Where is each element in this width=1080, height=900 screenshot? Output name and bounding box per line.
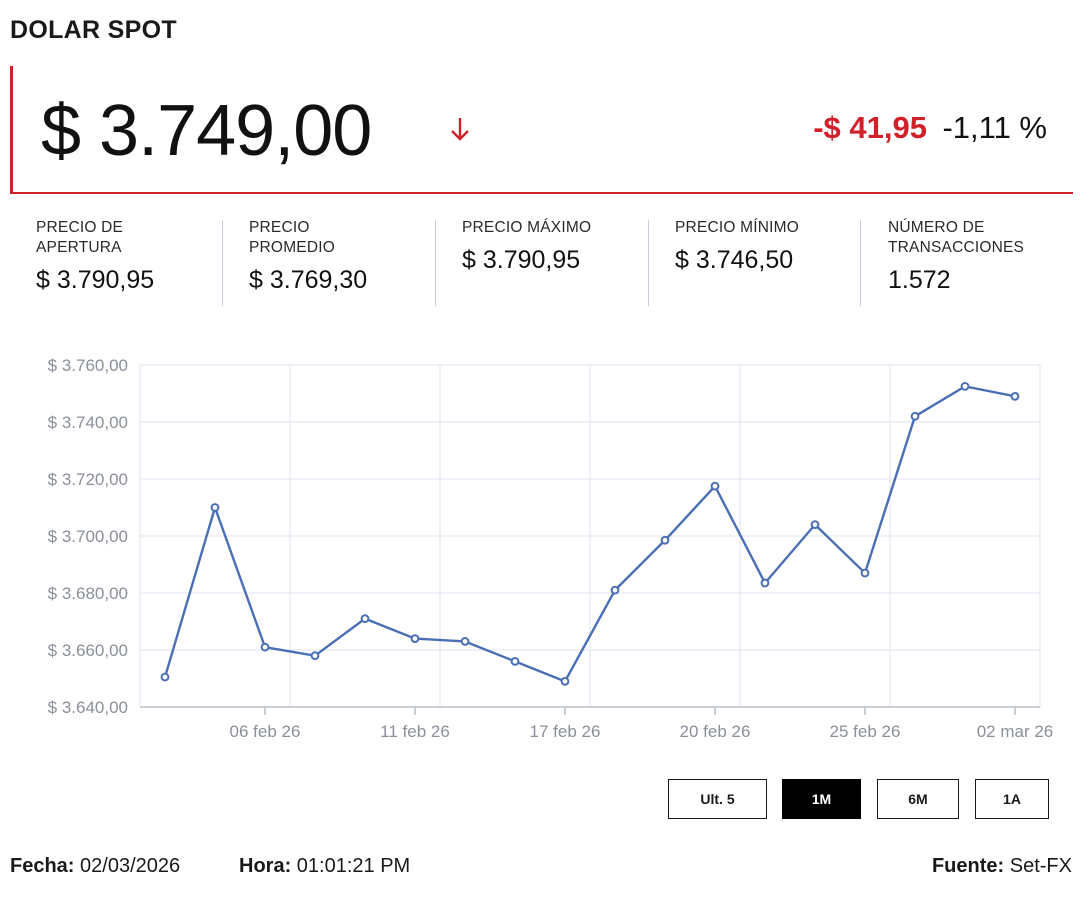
footer-source: Fuente: Set-FX	[932, 855, 1072, 878]
stat-label: NÚMERO DE	[888, 219, 985, 236]
price-change-percent: -1,11 %	[942, 110, 1047, 145]
range-button-6m[interactable]: 6M	[877, 779, 959, 819]
stat-label: APERTURA	[36, 239, 122, 256]
y-tick-label: $ 3.760,00	[48, 356, 128, 375]
stat-divider	[435, 220, 436, 306]
y-tick-label: $ 3.660,00	[48, 641, 128, 660]
stats-row: PRECIO DE APERTURA $ 3.790,95 PRECIO PRO…	[10, 218, 1073, 308]
stat-divider	[860, 220, 861, 306]
x-tick-label: 06 feb 26	[230, 722, 301, 741]
stat-label: PRECIO MÍNIMO	[675, 219, 800, 236]
data-point	[860, 568, 870, 578]
x-tick-label: 02 mar 26	[977, 722, 1054, 741]
footer-time: Hora: 01:01:21 PM	[239, 855, 410, 878]
y-tick-label: $ 3.680,00	[48, 584, 128, 603]
range-button-1m[interactable]: 1M	[782, 779, 861, 819]
stat-value: $ 3.769,30	[249, 266, 368, 294]
x-tick-label: 20 feb 26	[680, 722, 751, 741]
data-point	[910, 411, 920, 421]
time-label: Hora:	[239, 855, 292, 877]
range-button-ult5[interactable]: Ult. 5	[668, 779, 767, 819]
stat-value: $ 3.746,50	[675, 246, 794, 274]
time-value: 01:01:21 PM	[296, 855, 411, 877]
y-tick-label: $ 3.700,00	[48, 527, 128, 546]
price-series-line	[163, 385, 1016, 683]
x-tick-label: 25 feb 26	[830, 722, 901, 741]
stat-max-price: PRECIO MÁXIMO $ 3.790,95	[462, 218, 652, 306]
data-point	[210, 503, 220, 512]
stat-divider	[222, 220, 223, 306]
stat-value: $ 3.790,95	[36, 266, 155, 294]
source-value: Set-FX	[1009, 855, 1072, 877]
stat-opening-price: PRECIO DE APERTURA $ 3.790,95	[36, 218, 226, 306]
page-title: DOLAR SPOT	[10, 16, 177, 44]
data-point	[160, 672, 170, 682]
range-button-1a[interactable]: 1A	[975, 779, 1049, 819]
stat-label: PRECIO	[249, 219, 310, 236]
data-point	[460, 637, 470, 646]
data-point	[410, 634, 420, 644]
stat-transactions: NÚMERO DE TRANSACCIONES 1.572	[888, 218, 1073, 306]
y-tick-label: $ 3.740,00	[48, 413, 128, 432]
data-point	[360, 614, 370, 624]
stat-label: TRANSACCIONES	[888, 239, 1025, 256]
data-point	[610, 585, 620, 595]
price-change: -$ 41,95	[813, 110, 927, 145]
current-price: $ 3.749,00	[41, 91, 372, 171]
data-point	[810, 520, 820, 530]
y-tick-label: $ 3.640,00	[48, 698, 128, 717]
data-point	[260, 642, 270, 652]
stat-value: $ 3.790,95	[462, 246, 581, 274]
date-value: 02/03/2026	[80, 855, 181, 877]
stat-min-price: PRECIO MÍNIMO $ 3.746,50	[675, 218, 865, 306]
y-tick-label: $ 3.720,00	[48, 470, 128, 489]
date-label: Fecha:	[10, 855, 75, 877]
data-point	[660, 535, 670, 545]
x-tick-label: 17 feb 26	[530, 722, 601, 741]
x-tick-label: 11 feb 26	[380, 722, 450, 741]
stat-value: 1.572	[888, 266, 951, 294]
stat-divider	[648, 220, 649, 306]
price-line-chart[interactable]: $ 3.760,00 $ 3.740,00 $ 3.720,00 $ 3.700,00…	[0, 340, 1080, 760]
stat-label: PROMEDIO	[249, 239, 335, 256]
data-point	[310, 651, 320, 661]
data-point	[1010, 391, 1020, 401]
arrow-down-icon	[451, 118, 469, 141]
stat-label: PRECIO MÁXIMO	[462, 219, 592, 236]
stat-average-price: PRECIO PROMEDIO $ 3.769,30	[249, 218, 439, 306]
footer-date: Fecha: 02/03/2026	[10, 855, 180, 878]
data-point	[960, 381, 970, 391]
stat-label: PRECIO DE	[36, 219, 124, 236]
source-label: Fuente:	[931, 855, 1005, 877]
price-panel: $ 3.749,00 -$ 41,95 -1,11 %	[10, 66, 1073, 194]
data-point	[510, 657, 520, 666]
data-point	[760, 578, 770, 588]
data-point	[710, 481, 720, 491]
data-point	[560, 676, 570, 686]
